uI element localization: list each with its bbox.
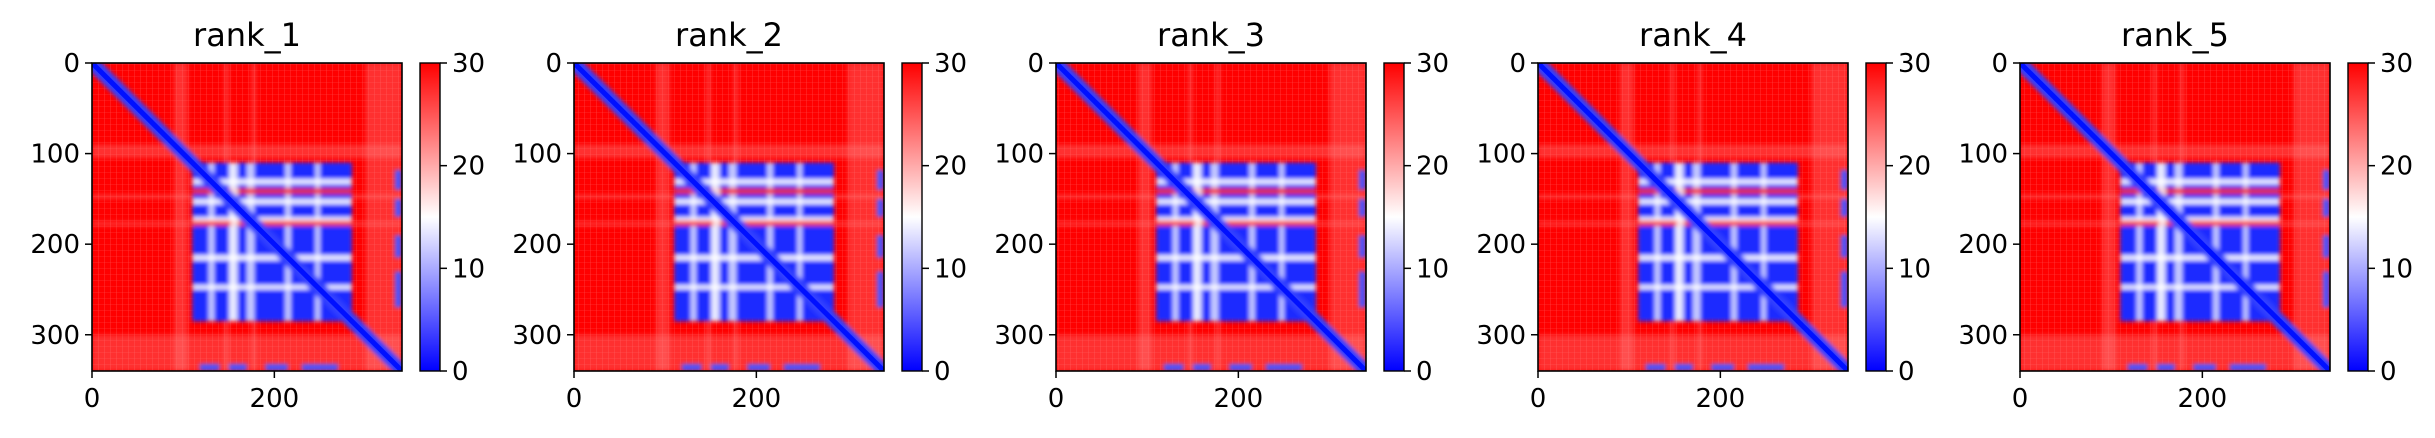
panel-2: rank_2 0 200 0 100 200 300 0 10 20 30 — [512, 16, 967, 414]
colorbar — [2348, 63, 2368, 371]
axes-frame — [2019, 62, 2331, 372]
colorbar-tick-label: 0 — [2380, 357, 2397, 387]
y-tick-label: 100 — [994, 140, 1044, 170]
heatmap — [2020, 63, 2330, 371]
heatmap — [92, 63, 402, 371]
x-tick-label: 0 — [1530, 384, 1547, 414]
y-tick-label: 300 — [30, 321, 80, 351]
y-tick-label: 100 — [30, 140, 80, 170]
axes-frame — [1055, 62, 1367, 372]
colorbar-tick-label: 10 — [934, 254, 967, 284]
colorbar — [1384, 63, 1404, 371]
colorbar-tick-label: 0 — [1416, 357, 1433, 387]
y-tick-label: 200 — [1476, 230, 1526, 260]
colorbar-frame — [419, 62, 441, 372]
axes-frame — [1537, 62, 1849, 372]
panel-title: rank_1 — [193, 16, 301, 54]
colorbar-tick-label: 0 — [452, 357, 469, 387]
y-tick-label: 200 — [512, 230, 562, 260]
x-tick-label: 200 — [1696, 384, 1746, 414]
colorbar-tick-label: 20 — [2380, 152, 2413, 182]
y-tick-label: 0 — [545, 49, 562, 79]
x-tick-label: 200 — [732, 384, 782, 414]
axes-frame — [91, 62, 403, 372]
colorbar-tick-label: 20 — [1416, 152, 1449, 182]
colorbar — [420, 63, 440, 371]
colorbar-tick-label: 30 — [1898, 49, 1931, 79]
colorbar-tick-label: 10 — [452, 254, 485, 284]
y-tick-label: 0 — [63, 49, 80, 79]
colorbar — [902, 63, 922, 371]
heatmap — [1538, 63, 1848, 371]
colorbar-tick-label: 30 — [934, 49, 967, 79]
y-tick-label: 0 — [1509, 49, 1526, 79]
panel-title: rank_2 — [675, 16, 783, 54]
x-tick-label: 200 — [250, 384, 300, 414]
y-tick-label: 300 — [994, 321, 1044, 351]
heatmap — [1056, 63, 1366, 371]
axes-frame — [573, 62, 885, 372]
colorbar-tick-label: 30 — [2380, 49, 2413, 79]
colorbar-tick-label: 10 — [1416, 254, 1449, 284]
colorbar-tick-label: 30 — [452, 49, 485, 79]
y-tick-label: 200 — [1958, 230, 2008, 260]
x-tick-label: 0 — [2012, 384, 2029, 414]
y-tick-label: 100 — [1958, 140, 2008, 170]
x-tick-label: 200 — [1214, 384, 1264, 414]
y-tick-label: 100 — [512, 140, 562, 170]
y-tick-label: 300 — [1476, 321, 1526, 351]
colorbar-tick-label: 0 — [1898, 357, 1915, 387]
panel-title: rank_3 — [1157, 16, 1265, 54]
y-tick-label: 200 — [994, 230, 1044, 260]
panel-3: rank_3 0 200 0 100 200 300 0 10 20 30 — [994, 16, 1449, 414]
x-tick-label: 200 — [2178, 384, 2228, 414]
colorbar-frame — [2347, 62, 2369, 372]
colorbar-tick-label: 10 — [2380, 254, 2413, 284]
panel-4: rank_4 0 200 0 100 200 300 0 10 20 30 — [1476, 16, 1931, 414]
colorbar — [1866, 63, 1886, 371]
panel-1: rank_1 0 200 0 100 200 300 0 10 20 30 — [30, 16, 485, 414]
x-tick-label: 0 — [84, 384, 101, 414]
y-tick-label: 300 — [512, 321, 562, 351]
colorbar-tick-label: 20 — [934, 152, 967, 182]
y-tick-label: 200 — [30, 230, 80, 260]
panel-title: rank_4 — [1639, 16, 1747, 54]
colorbar-tick-label: 10 — [1898, 254, 1931, 284]
colorbar-tick-label: 20 — [452, 152, 485, 182]
y-tick-label: 0 — [1027, 49, 1044, 79]
colorbar-frame — [1865, 62, 1887, 372]
colorbar-tick-label: 30 — [1416, 49, 1449, 79]
panel-5: rank_5 0 200 0 100 200 300 0 10 20 30 — [1958, 16, 2413, 414]
heatmap — [574, 63, 884, 371]
y-tick-label: 100 — [1476, 140, 1526, 170]
x-tick-label: 0 — [566, 384, 583, 414]
x-tick-label: 0 — [1048, 384, 1065, 414]
colorbar-frame — [1383, 62, 1405, 372]
colorbar-frame — [901, 62, 923, 372]
colorbar-tick-label: 20 — [1898, 152, 1931, 182]
y-tick-label: 0 — [1991, 49, 2008, 79]
y-tick-label: 300 — [1958, 321, 2008, 351]
panel-title: rank_5 — [2121, 16, 2229, 54]
colorbar-tick-label: 0 — [934, 357, 951, 387]
